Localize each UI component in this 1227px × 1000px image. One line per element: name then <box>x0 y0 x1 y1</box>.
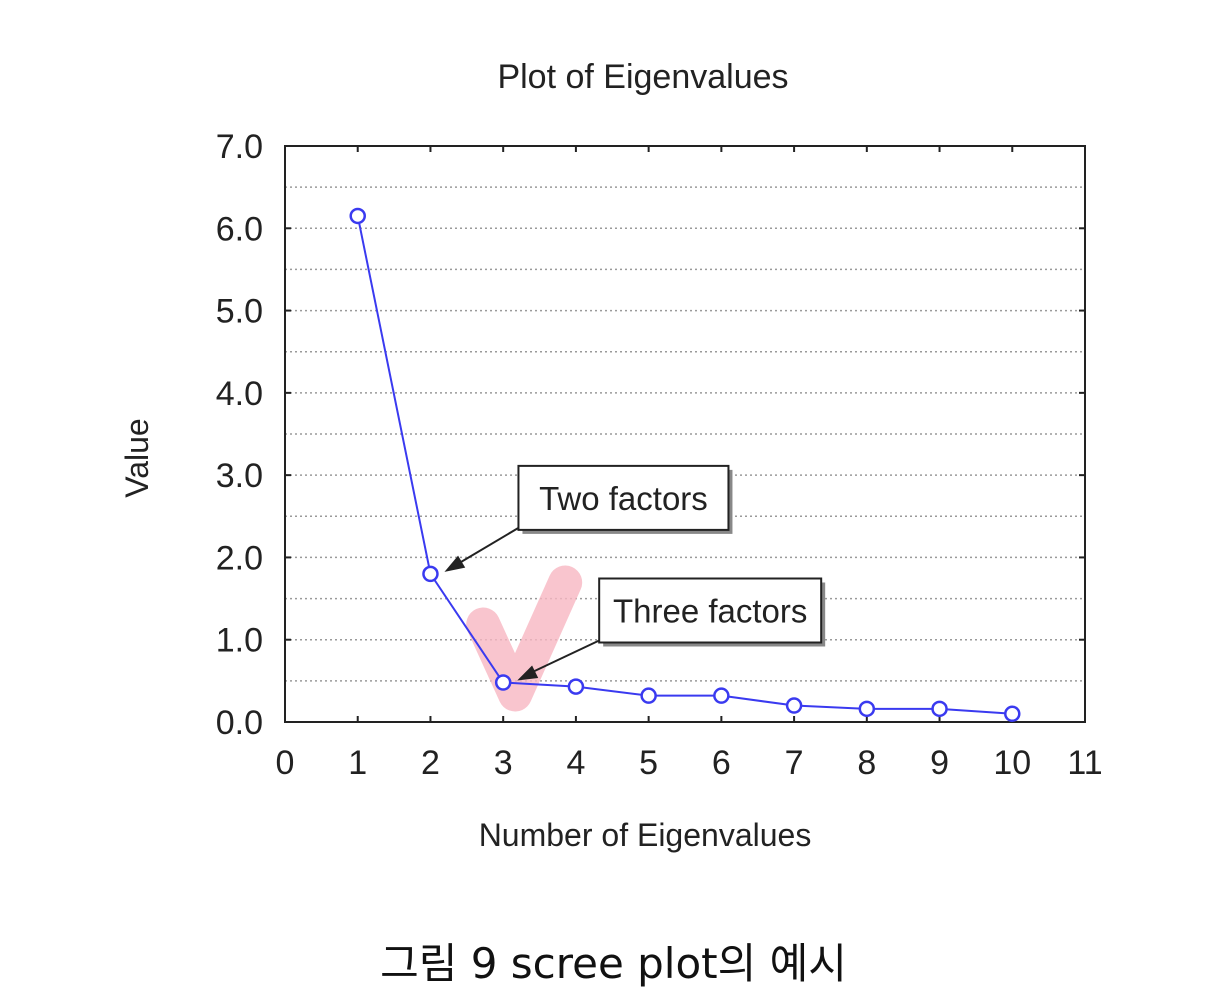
x-tick-label: 5 <box>639 744 658 782</box>
y-tick-label: 2.0 <box>216 539 263 577</box>
y-tick-label: 1.0 <box>216 622 263 660</box>
x-tick-labels: 0 1 2 3 4 5 6 7 8 9 10 11 <box>276 744 1103 782</box>
chart-title: Plot of Eigenvalues <box>497 58 788 96</box>
y-tick-label: 0.0 <box>216 704 263 742</box>
y-tick-label: 3.0 <box>216 457 263 495</box>
y-tick-label: 4.0 <box>216 375 263 413</box>
x-tick-label: 2 <box>421 744 440 782</box>
x-tick-label: 11 <box>1067 744 1102 782</box>
x-tick-label: 3 <box>494 744 513 782</box>
annotation-label: Three factors <box>613 593 807 630</box>
y-axis-label: Value <box>119 418 155 497</box>
y-tick-label: 7.0 <box>216 128 263 166</box>
x-tick-label: 9 <box>930 744 949 782</box>
annotation-arrow-line <box>453 527 519 567</box>
y-tick-label: 6.0 <box>216 210 263 248</box>
annotation-arrow-line <box>526 639 600 676</box>
data-point <box>494 674 512 691</box>
x-tick-label: 4 <box>566 744 585 782</box>
data-point <box>349 207 366 225</box>
scree-plot: Plot of Eigenvalues 0 1 2 3 4 5 6 7 8 9 10 11 0.0 1.… <box>119 58 1103 853</box>
plot-frame <box>284 145 1086 723</box>
data-point <box>858 700 876 718</box>
axis-ticks <box>284 145 1086 723</box>
data-point <box>931 700 948 718</box>
annotations: Two factors Three factors <box>444 464 826 681</box>
x-tick-label: 8 <box>857 744 876 782</box>
x-tick-label: 7 <box>785 744 804 782</box>
figure-caption: 그림 9 scree plot의 예시 <box>380 939 847 988</box>
annotation-box <box>517 464 730 531</box>
grid-lines <box>285 186 1085 682</box>
data-points <box>349 207 1021 723</box>
x-tick-label: 6 <box>712 744 731 782</box>
x-tick-label: 1 <box>348 744 367 782</box>
data-point <box>713 687 730 704</box>
annotation-box <box>598 577 823 644</box>
annotation-arrow-head <box>444 555 466 572</box>
data-point <box>640 687 657 704</box>
series-line <box>356 215 1013 715</box>
x-tick-label: 0 <box>276 744 295 782</box>
checkmark-highlight-stroke <box>466 565 583 712</box>
data-point <box>785 697 803 714</box>
data-point <box>1004 705 1021 723</box>
checkmark-highlight <box>466 565 583 712</box>
data-point <box>567 678 585 695</box>
annotation-label: Two factors <box>539 480 708 517</box>
y-tick-labels: 0.0 1.0 2.0 3.0 4.0 5.0 6.0 7.0 <box>216 128 263 742</box>
annotation-arrow-head <box>517 665 539 681</box>
x-tick-label: 10 <box>993 744 1031 782</box>
data-point <box>422 565 439 583</box>
y-tick-label: 5.0 <box>216 293 263 331</box>
x-axis-label: Number of Eigenvalues <box>479 817 812 853</box>
